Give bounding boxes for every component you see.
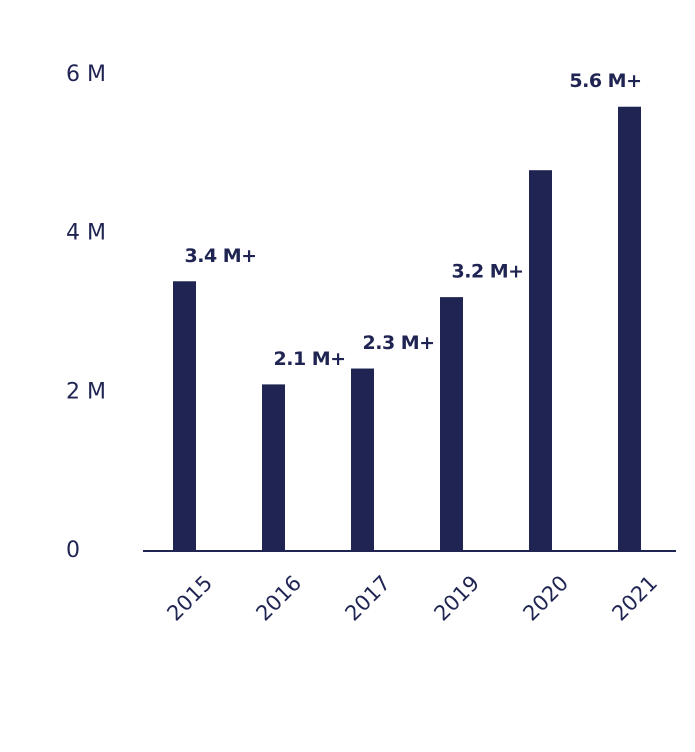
value-label: 5.6 M+	[569, 70, 641, 92]
x-tick-label: 2015	[162, 571, 217, 626]
x-tick-label: 2021	[607, 571, 662, 626]
x-tick-label: 2019	[429, 571, 484, 626]
bar	[351, 368, 374, 551]
bar	[173, 281, 196, 551]
x-tick-label: 2017	[340, 571, 395, 626]
value-label: 2.3 M+	[363, 332, 435, 354]
x-tick-label: 2020	[518, 571, 573, 626]
bar	[440, 297, 463, 551]
value-label: 3.2 M+	[452, 261, 524, 283]
bar	[529, 170, 552, 551]
value-label: 3.4 M+	[185, 245, 257, 267]
y-tick-label: 4 M	[66, 221, 106, 246]
y-tick-label: 6 M	[66, 62, 106, 87]
y-tick-label: 0	[66, 538, 80, 563]
y-tick-label: 2 M	[66, 379, 106, 404]
bar	[618, 106, 641, 551]
value-label: 2.1 M+	[274, 348, 346, 370]
x-tick-label: 2016	[251, 571, 306, 626]
bar	[262, 384, 285, 551]
